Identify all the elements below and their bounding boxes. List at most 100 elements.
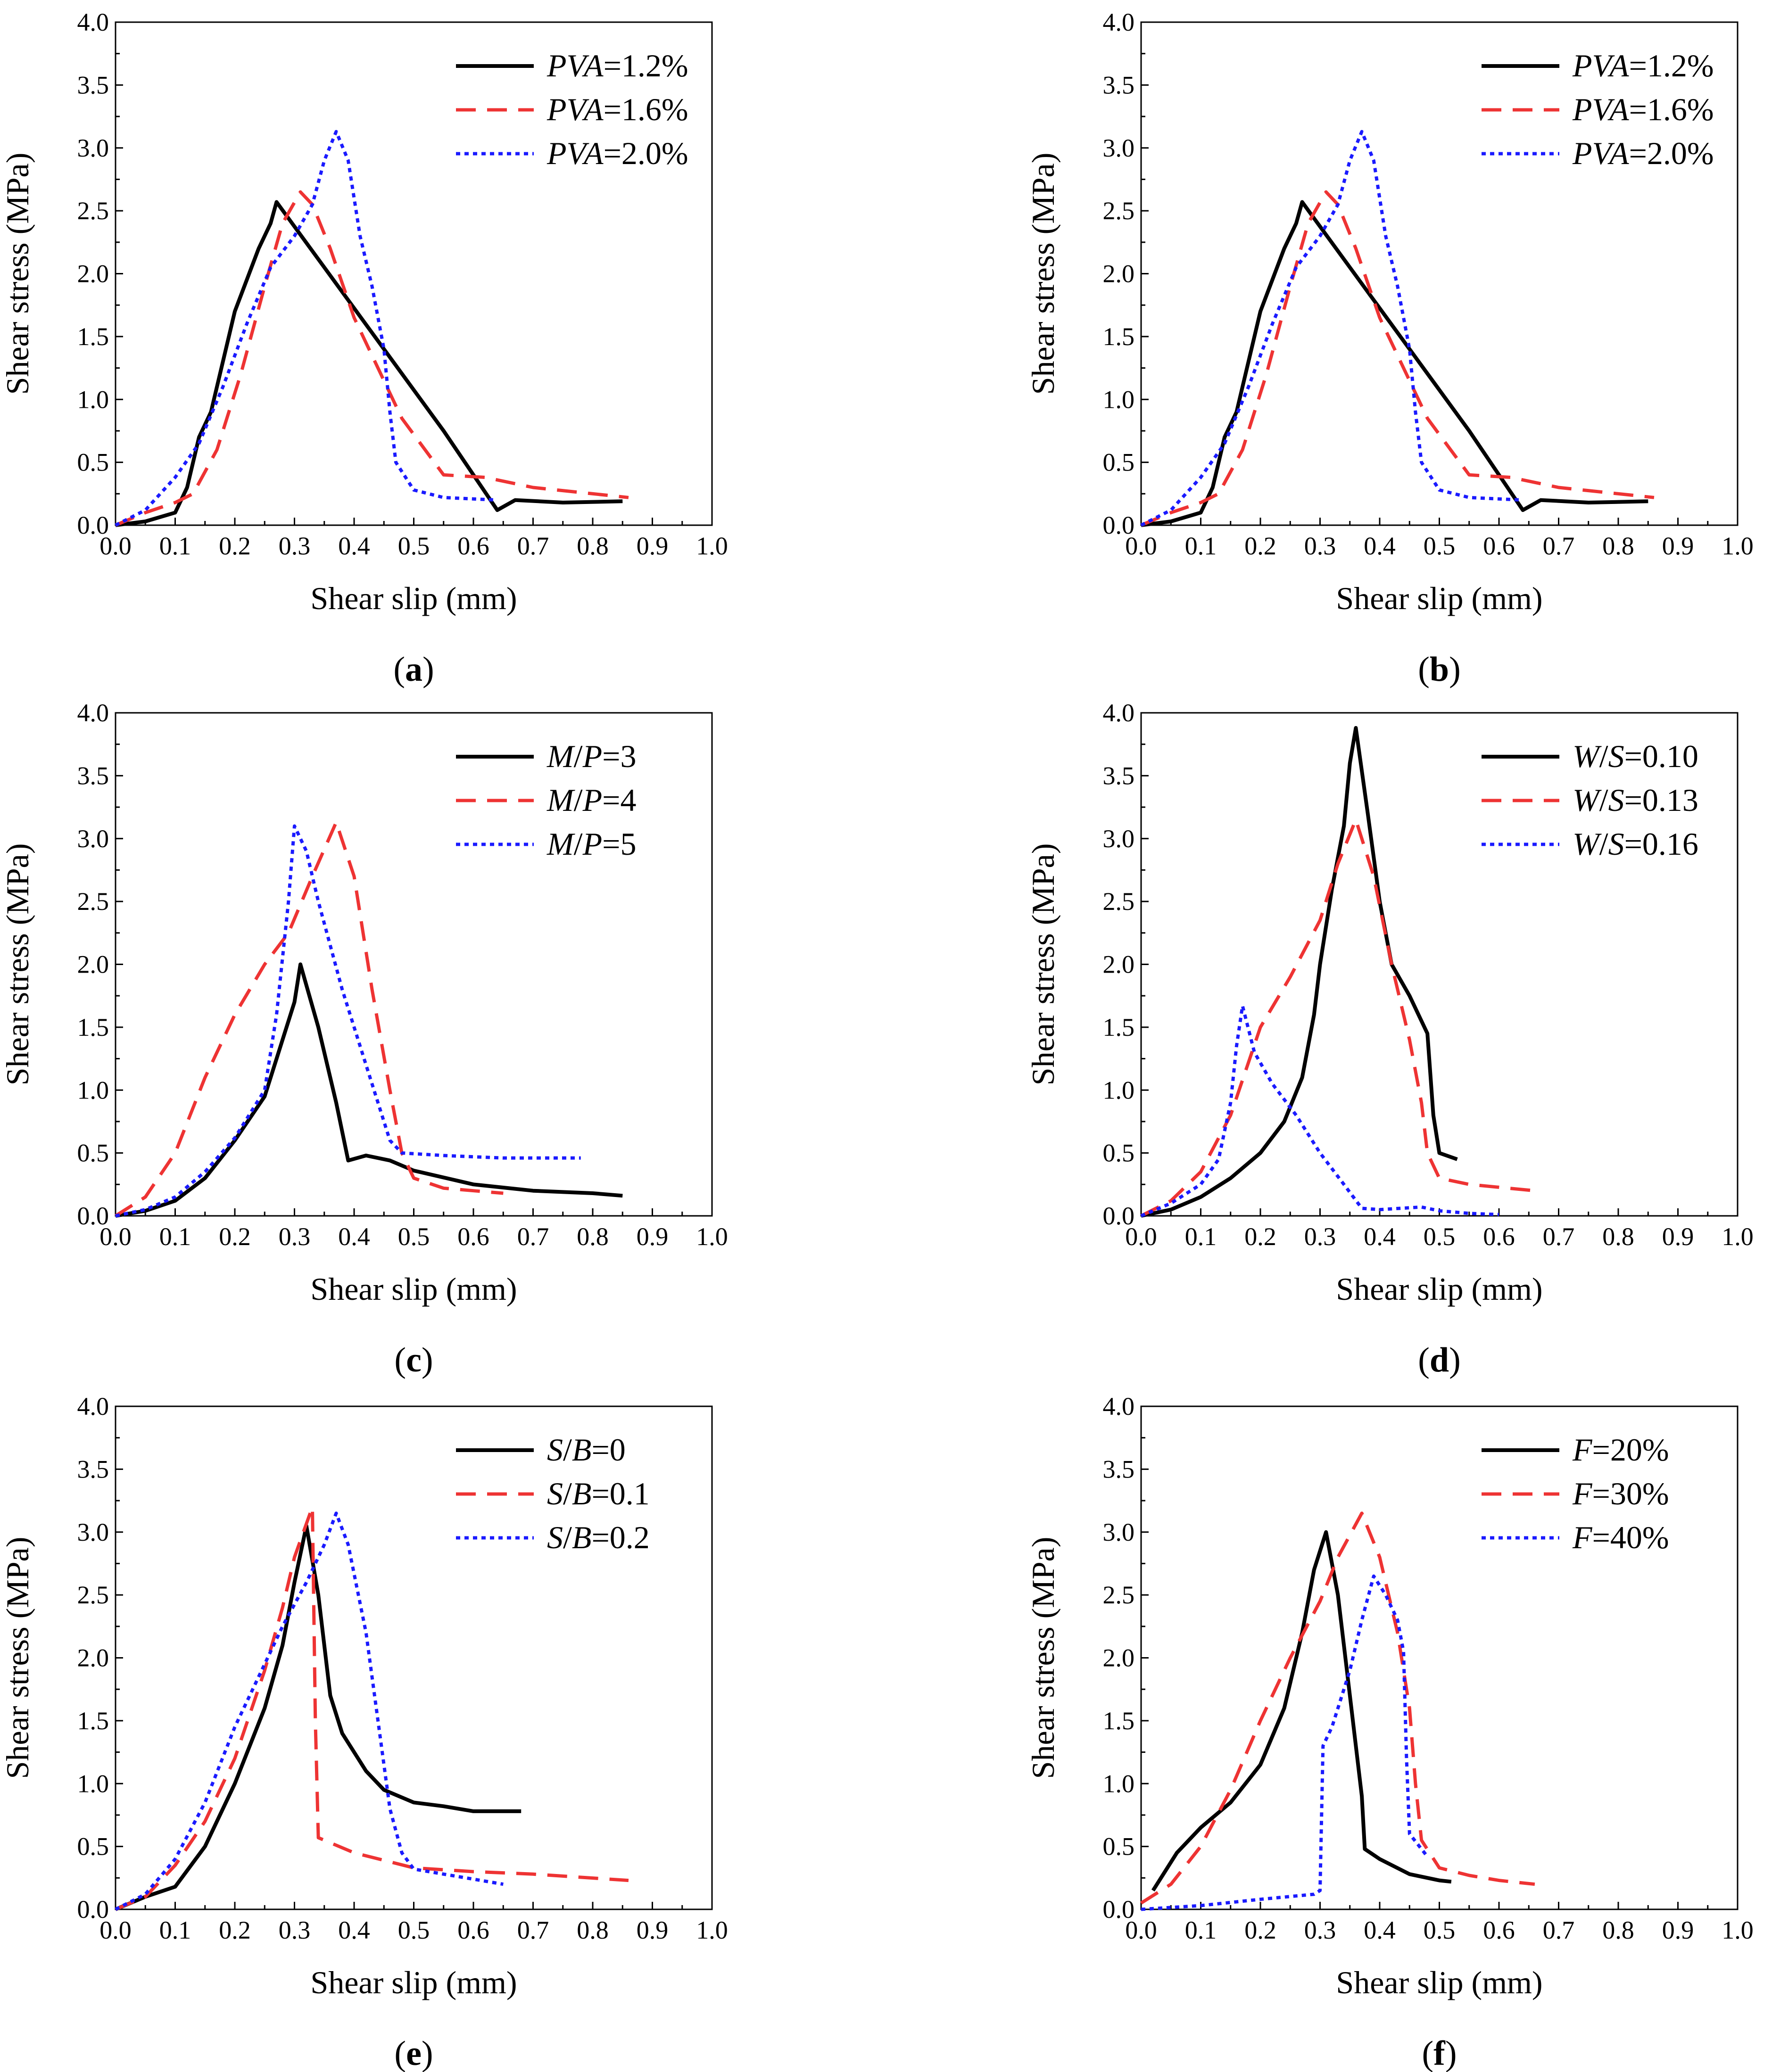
panel-a-x-tick-label: 0.9 bbox=[637, 532, 669, 560]
panel-f-x-tick-label: 0.3 bbox=[1304, 1916, 1336, 1944]
panel-d-x-tick-label: 0.3 bbox=[1304, 1222, 1336, 1251]
panel-e-legend: S/B=0 S/B=0.1 S/B=0.2 bbox=[456, 1432, 650, 1555]
panel-f-y-axis-label: Shear stress (MPa) bbox=[1025, 1537, 1061, 1779]
panel-b-y-tick-label: 2.0 bbox=[1103, 260, 1135, 288]
panel-c-y-tick-label: 0.0 bbox=[77, 1202, 109, 1230]
panel-d-x-axis-label: Shear slip (mm) bbox=[1336, 1271, 1542, 1307]
panel-f-x-tick-label: 0.7 bbox=[1543, 1916, 1575, 1944]
panel-f-x-tick-label: 0.1 bbox=[1185, 1916, 1217, 1944]
panel-d-y-tick-label: 1.0 bbox=[1103, 1076, 1135, 1104]
panel-b-x-tick-label: 0.6 bbox=[1483, 532, 1515, 560]
panel-e-y-tick-label: 1.5 bbox=[77, 1707, 109, 1735]
panel-c-y-axis-label: Shear stress (MPa) bbox=[0, 843, 35, 1086]
panel-f-y-tick-label: 2.5 bbox=[1103, 1581, 1135, 1609]
panel-c-x-tick-label: 0.9 bbox=[637, 1222, 669, 1251]
panel-f-legend-label-3: F=40% bbox=[1572, 1519, 1669, 1555]
panel-b-x-tick-label: 0.1 bbox=[1185, 532, 1217, 560]
panel-f-chart: 0.0 0.1 0.2 0.3 0.4 0.5 0.6 0.7 0.8 0.9 1.0 0.0 0.5 1… bbox=[1025, 1392, 1754, 2072]
panel-c-legend-label-2: M/P=4 bbox=[547, 782, 636, 818]
panel-b-x-tick-label: 0.4 bbox=[1364, 532, 1396, 560]
panel-f-x-tick-label: 1.0 bbox=[1722, 1916, 1754, 1944]
panel-c-x-tick-label: 0.4 bbox=[338, 1222, 370, 1251]
panel-a-x-tick-label: 0.0 bbox=[99, 532, 132, 560]
panel-f-y-tick-label: 1.0 bbox=[1103, 1769, 1135, 1798]
panel-f-x-axis-label: Shear slip (mm) bbox=[1336, 1965, 1542, 2000]
panel-b-x-tick-label: 0.7 bbox=[1543, 532, 1575, 560]
panel-e-y-tick-label: 4.0 bbox=[77, 1392, 109, 1420]
panel-b-chart: 0.0 0.1 0.2 0.3 0.4 0.5 0.6 0.7 0.8 0.9 1.0 0.0 0.5 1… bbox=[1025, 8, 1754, 689]
panel-f-x-tick-label: 0.8 bbox=[1602, 1916, 1634, 1944]
panel-b-y-tick-label: 0.0 bbox=[1103, 511, 1135, 539]
panel-a-y-tick-label: 1.5 bbox=[77, 322, 109, 351]
panel-d-legend-label-1: W/S=0.10 bbox=[1573, 738, 1698, 774]
panel-c-y-tick-label: 2.0 bbox=[77, 950, 109, 979]
panel-b-y-tick-label: 2.5 bbox=[1103, 197, 1135, 225]
panel-e-x-tick-label: 0.2 bbox=[219, 1916, 251, 1944]
panel-f-y-tick-label: 3.5 bbox=[1103, 1455, 1135, 1483]
panel-a-x-tick-label: 1.0 bbox=[696, 532, 728, 560]
panel-c-y-tick-label: 3.0 bbox=[77, 825, 109, 853]
panel-f-series-line-1 bbox=[1151, 1530, 1452, 1892]
panel-b-x-tick-label: 1.0 bbox=[1722, 532, 1754, 560]
panel-c-x-tick-label: 0.5 bbox=[398, 1222, 430, 1251]
panel-a-x-tick-label: 0.2 bbox=[219, 532, 251, 560]
panel-f-legend-label-2: F=30% bbox=[1572, 1476, 1669, 1511]
panel-a-x-tick-label: 0.4 bbox=[338, 532, 370, 560]
panel-d-x-tick-label: 0.7 bbox=[1543, 1222, 1575, 1251]
panel-f-y-tick-label: 0.0 bbox=[1103, 1895, 1135, 1923]
panel-d-y-tick-label: 0.5 bbox=[1103, 1139, 1135, 1167]
panel-e-x-tick-label: 0.5 bbox=[398, 1916, 430, 1944]
panel-a-x-tick-label: 0.1 bbox=[159, 532, 191, 560]
panel-b-legend-label-3: PVA=2.0% bbox=[1572, 135, 1714, 171]
panel-f-x-tick-label: 0.9 bbox=[1662, 1916, 1694, 1944]
panel-d-x-tick-label: 0.5 bbox=[1424, 1222, 1456, 1251]
panel-d-legend-label-2: W/S=0.13 bbox=[1573, 782, 1698, 818]
panel-b-label: (b) bbox=[1418, 650, 1460, 689]
panel-c-chart: 0.0 0.1 0.2 0.3 0.4 0.5 0.6 0.7 0.8 0.9 1.0 0.0 0.5 1… bbox=[0, 699, 728, 1379]
panel-d-x-tick-label: 0.9 bbox=[1662, 1222, 1694, 1251]
panel-c-x-tick-label: 1.0 bbox=[696, 1222, 728, 1251]
panel-a-series-line-2 bbox=[115, 190, 629, 527]
panel-f-legend-label-1: F=20% bbox=[1572, 1432, 1669, 1468]
panel-d-y-tick-label: 3.0 bbox=[1103, 825, 1135, 853]
panel-d-y-tick-label: 4.0 bbox=[1103, 699, 1135, 727]
panel-a-x-axis-label: Shear slip (mm) bbox=[310, 580, 517, 616]
panel-d-series-line-3 bbox=[1140, 1004, 1499, 1218]
panel-e-y-tick-label: 2.5 bbox=[77, 1581, 109, 1609]
panel-c-y-tick-label: 4.0 bbox=[77, 699, 109, 727]
panel-b-series-line-2 bbox=[1140, 190, 1655, 527]
panel-c-x-axis-label: Shear slip (mm) bbox=[310, 1271, 517, 1307]
panel-a-legend-label-2: PVA=1.6% bbox=[547, 91, 688, 127]
panel-a-series-line-3 bbox=[115, 130, 497, 527]
panel-b-x-tick-label: 0.8 bbox=[1602, 532, 1634, 560]
panel-f-y-tick-label: 4.0 bbox=[1103, 1392, 1135, 1420]
panel-b-y-axis-label: Shear stress (MPa) bbox=[1025, 153, 1061, 395]
panel-a-x-tick-label: 0.6 bbox=[457, 532, 489, 560]
panel-c-series-line-2 bbox=[115, 820, 504, 1217]
panel-d-y-tick-label: 0.0 bbox=[1103, 1202, 1135, 1230]
panel-d-series-line-2 bbox=[1140, 818, 1535, 1218]
panel-e-y-tick-label: 0.0 bbox=[77, 1895, 109, 1923]
panel-c-legend: M/P=3 M/P=4 M/P=5 bbox=[456, 738, 636, 862]
panel-a-y-tick-label: 1.0 bbox=[77, 385, 109, 413]
panel-a-y-tick-label: 2.0 bbox=[77, 260, 109, 288]
panel-e-legend-label-2: S/B=0.1 bbox=[547, 1476, 650, 1511]
panel-a-x-tick-label: 0.8 bbox=[577, 532, 609, 560]
panel-e-chart: 0.0 0.1 0.2 0.3 0.4 0.5 0.6 0.7 0.8 0.9 1.0 0.0 0.5 1… bbox=[0, 1392, 728, 2072]
panel-f-x-tick-label: 0.4 bbox=[1364, 1916, 1396, 1944]
panel-c-series-line-1 bbox=[115, 962, 623, 1218]
panel-c-x-tick-label: 0.1 bbox=[159, 1222, 191, 1251]
panel-d-label: (d) bbox=[1418, 1341, 1460, 1379]
panel-e-legend-label-3: S/B=0.2 bbox=[547, 1519, 650, 1555]
panel-d-x-tick-label: 0.4 bbox=[1364, 1222, 1396, 1251]
panel-b-legend-label-2: PVA=1.6% bbox=[1572, 91, 1714, 127]
panel-b-y-tick-label: 4.0 bbox=[1103, 8, 1135, 36]
panel-b-x-tick-label: 0.3 bbox=[1304, 532, 1336, 560]
panel-c-x-tick-label: 0.7 bbox=[517, 1222, 549, 1251]
panel-c-y-tick-label: 0.5 bbox=[77, 1139, 109, 1167]
panel-f-legend: F=20% F=30% F=40% bbox=[1482, 1432, 1669, 1555]
panel-a-legend-label-3: PVA=2.0% bbox=[547, 135, 688, 171]
panel-d-series-line-1 bbox=[1141, 726, 1458, 1218]
panel-f-y-tick-label: 3.0 bbox=[1103, 1518, 1135, 1546]
